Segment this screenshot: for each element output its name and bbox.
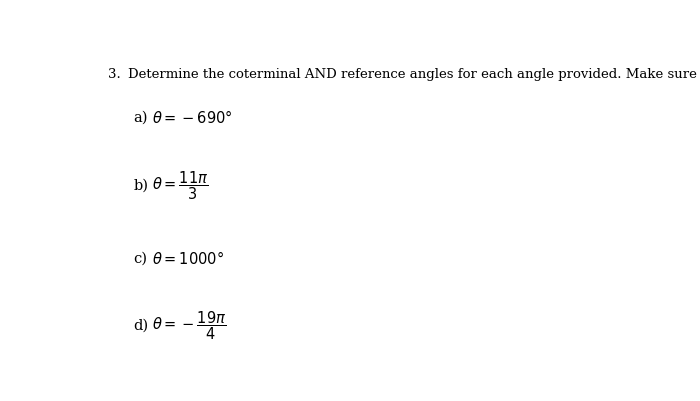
Text: c): c) xyxy=(134,251,148,265)
Text: d): d) xyxy=(134,318,148,332)
Text: $\theta = 1000°$: $\theta = 1000°$ xyxy=(151,249,223,267)
Text: 3.: 3. xyxy=(108,68,121,81)
Text: Determine the coterminal AND reference angles for each angle provided. Make sure: Determine the coterminal AND reference a… xyxy=(128,68,700,81)
Text: $\theta = \dfrac{11\pi}{3}$: $\theta = \dfrac{11\pi}{3}$ xyxy=(151,169,208,202)
Text: a): a) xyxy=(134,111,148,125)
Text: $\theta = -690°$: $\theta = -690°$ xyxy=(151,109,232,126)
Text: $\theta = -\dfrac{19\pi}{4}$: $\theta = -\dfrac{19\pi}{4}$ xyxy=(151,308,226,341)
Text: b): b) xyxy=(134,178,148,192)
